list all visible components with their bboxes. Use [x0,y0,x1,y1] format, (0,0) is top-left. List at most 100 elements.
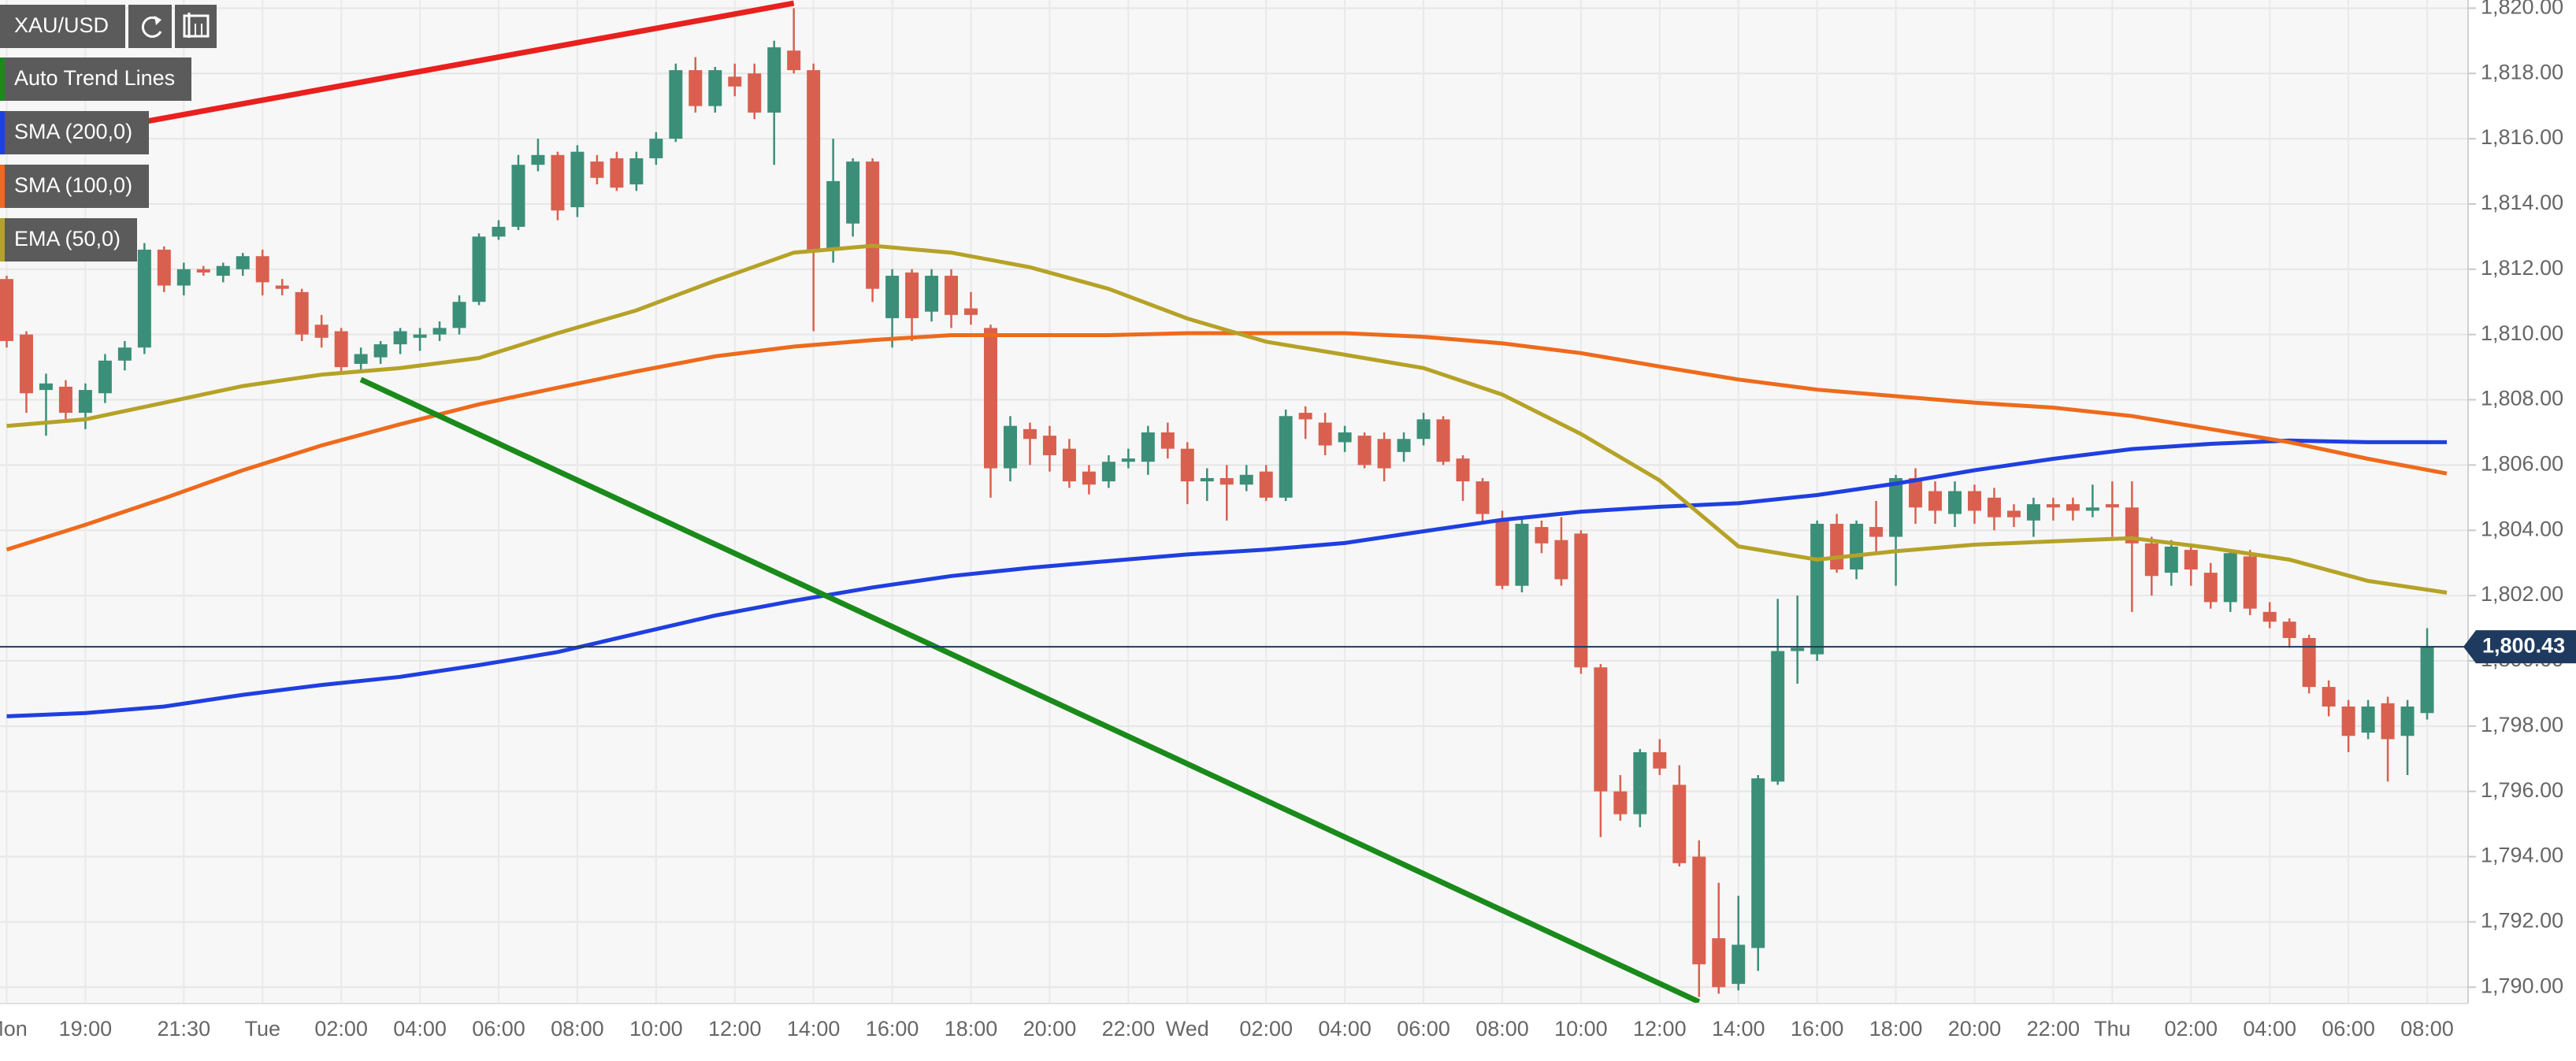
candle-body [1200,477,1214,482]
candle-body [1672,785,1687,863]
x-tick-label: 18:00 [1869,1017,1923,1041]
candle-body [1357,436,1372,466]
candle-body [590,161,604,178]
candle-body [1082,471,1096,485]
candle-body [1279,416,1293,498]
symbol-box[interactable] [0,5,125,48]
candle-body [2400,706,2415,736]
x-tick-label: 12:00 [1633,1017,1687,1041]
legend-box[interactable] [0,165,149,208]
candle-body [393,331,407,345]
x-tick-label: 04:00 [2243,1017,2296,1041]
y-tick-label: 1,794.00 [2481,844,2563,867]
candle-body [2203,573,2218,603]
legend-label: EMA (50,0) [14,227,121,250]
y-tick-label: 1,820.00 [2481,0,2563,18]
candle-body [1771,651,1785,782]
candle-body [0,279,13,341]
candle-body [2282,621,2296,638]
candle-body [925,276,939,312]
candle-body [708,70,722,106]
trend-line [359,377,1701,1003]
candle-body [2341,706,2355,736]
x-tick-label: 16:00 [1791,1017,1844,1041]
candle-body [1692,856,1706,965]
candle-body [176,269,191,286]
candle-body [846,161,860,224]
candle-body [373,344,388,358]
candle-body [19,334,33,394]
candle-body [2006,510,2021,518]
legend-label: SMA (100,0) [14,173,132,197]
y-tick-label: 1,802.00 [2481,582,2563,606]
y-tick-label: 1,818.00 [2481,60,2563,83]
candle-body [117,347,132,361]
refresh-button[interactable] [128,5,172,48]
candle-body [1259,471,1273,498]
candle-body [531,154,545,165]
candle-body [1751,778,1765,948]
candle-body [1042,436,1056,455]
legend-box[interactable] [0,218,137,262]
x-tick-label: 20:00 [1948,1017,2002,1041]
candle-body [1495,520,1509,586]
x-tick-label: 22:00 [2027,1017,2080,1041]
plot-background [0,0,2468,1003]
candle-body [2046,504,2060,508]
candle-body [1554,540,1568,580]
y-tick-label: 1,808.00 [2481,387,2563,410]
x-tick-label: 06:00 [472,1017,525,1041]
candle-body [1613,791,1628,814]
x-tick-label: 18:00 [945,1017,998,1041]
candle-body [649,139,663,158]
candle-body [767,47,781,113]
candle-body [1475,481,1490,514]
candle-body [1810,523,1824,655]
symbol: XAU/USD [14,13,109,37]
candle-body [2085,507,2099,511]
candle-body [1633,751,1647,814]
candle-body [2262,611,2277,622]
candle-body [2223,553,2237,603]
legend-label: Auto Trend Lines [14,66,175,90]
candle-body [1791,647,1805,651]
y-tick-label: 1,796.00 [2481,778,2563,802]
legend-box[interactable] [0,58,191,101]
legend-label: SMA (200,0) [14,120,132,143]
candle-body [2184,550,2198,569]
candle-body [1101,462,1115,482]
candle-body [39,383,53,391]
candle-body [334,331,348,368]
last-price-tag [2463,630,2576,664]
last-price-label: 1,800.43 [2482,633,2565,657]
legend-swatch [0,58,5,101]
candle-body [1062,448,1076,482]
legend-box[interactable] [0,111,149,154]
candle-body [1968,491,1981,511]
candle-body [610,158,624,188]
candle-body [1909,477,1923,508]
candle-body [1298,413,1312,420]
candle-body [354,354,368,364]
candle-body [1436,419,1450,462]
candle-body [728,76,742,87]
candle-body [1515,523,1529,586]
legend-swatch [0,218,5,262]
candle-body [1318,422,1332,446]
indicator-line [6,331,2448,552]
candle-body [1850,523,1864,569]
x-tick-label: Thu [2094,1017,2131,1041]
candle-body [492,226,506,237]
candle-body [570,151,585,208]
y-tick-label: 1,816.00 [2481,125,2563,149]
calendar-button[interactable] [175,5,217,48]
x-tick-label: 16:00 [866,1017,919,1041]
candle-body [255,256,269,283]
x-tick-label: 12:00 [708,1017,762,1041]
candle-body [432,328,447,335]
candle-body [1535,527,1549,543]
candle-body [748,73,762,113]
x-tick-label: 22:00 [1102,1017,1156,1041]
candle-body [196,269,210,273]
